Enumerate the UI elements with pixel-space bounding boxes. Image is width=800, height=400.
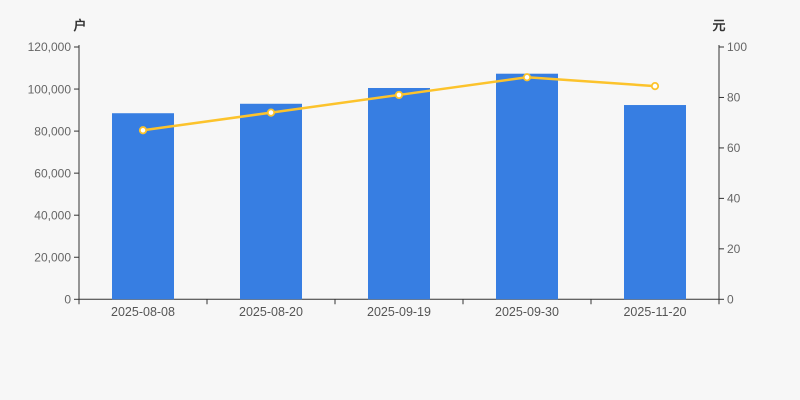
line-point-2025-08-20[interactable]	[266, 108, 276, 117]
left-axis-unit: 户	[73, 18, 86, 33]
bar-series-layer	[112, 73, 686, 300]
x-axis-category-label: 2025-09-30	[495, 305, 559, 319]
left-axis-tick-label: 20,000	[34, 250, 71, 264]
bar-2025-09-30[interactable]	[496, 73, 558, 300]
line-series-layer	[138, 73, 660, 135]
right-axis-tick-label: 0	[727, 293, 734, 307]
left-axis-tick-label: 80,000	[34, 124, 71, 138]
bar-2025-11-20[interactable]	[624, 105, 686, 300]
x-axis-category-label: 2025-09-19	[367, 305, 431, 319]
axis-labels-layer: 0 20,000 40,000 60,000 80,000 100,000 120,000 0…	[28, 18, 748, 319]
x-axis-category-label: 2025-11-20	[623, 305, 686, 319]
bar-2025-08-20[interactable]	[240, 103, 302, 300]
bar-2025-09-19[interactable]	[368, 87, 430, 300]
x-axis-category-label: 2025-08-20	[239, 305, 303, 319]
right-axis-tick-label: 80	[727, 91, 741, 105]
line-point-2025-09-19[interactable]	[394, 90, 404, 100]
right-axis-tick-label: 20	[727, 242, 741, 256]
right-axis-unit: 元	[712, 18, 725, 33]
x-axis-category-label: 2025-08-08	[111, 305, 175, 319]
left-axis-tick-label: 100,000	[28, 82, 72, 96]
left-axis-tick-label: 40,000	[34, 208, 71, 222]
left-axis-tick-label: 120,000	[28, 40, 72, 54]
left-axis-tick-label: 0	[64, 293, 71, 307]
bar-2025-08-08[interactable]	[112, 113, 174, 300]
line-point-2025-08-08[interactable]	[138, 126, 148, 135]
right-axis-tick-label: 100	[727, 40, 747, 54]
line-point-2025-09-30[interactable]	[522, 73, 532, 82]
left-axis-tick-label: 60,000	[34, 166, 71, 180]
line-point-2025-11-20[interactable]	[650, 82, 660, 91]
right-axis-tick-label: 60	[727, 141, 741, 155]
right-axis-tick-label: 40	[727, 192, 741, 206]
